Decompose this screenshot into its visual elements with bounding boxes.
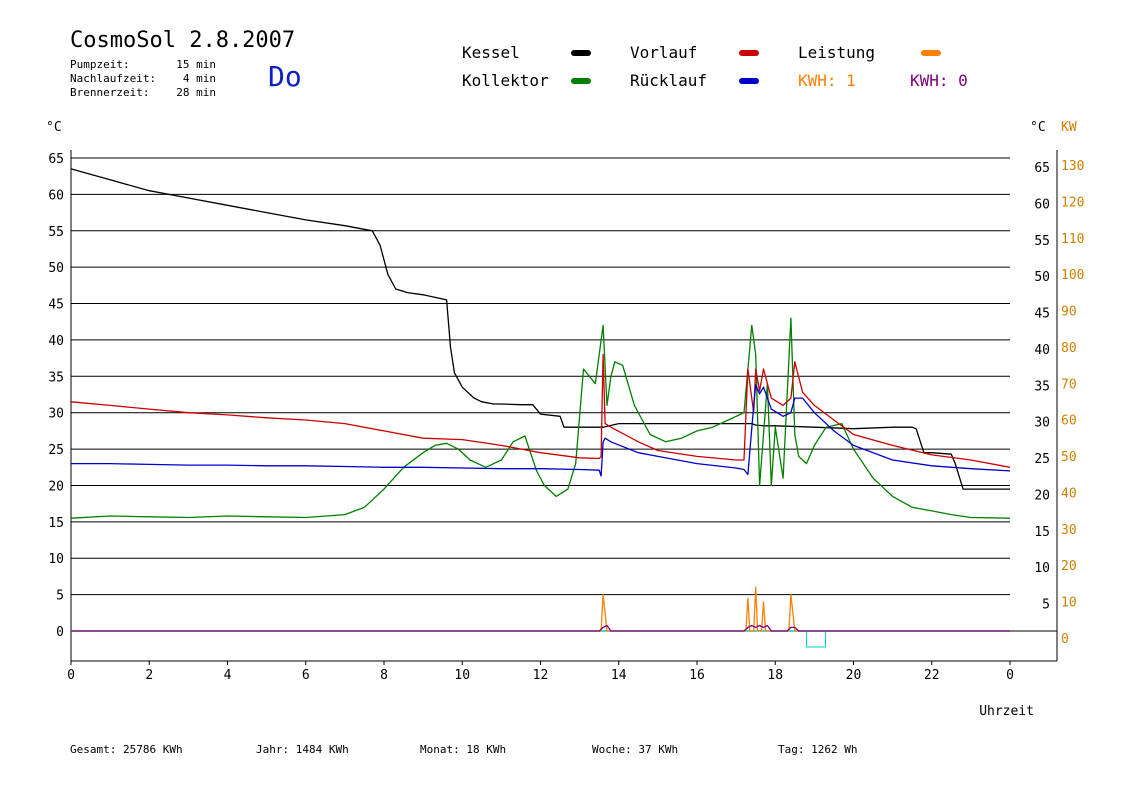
x-tick-label: 18 [767,668,783,683]
left-axis-unit: °C [46,120,62,135]
y2-tick-label-c: 10 [1034,561,1050,576]
y2-tick-label-kw: 90 [1061,305,1077,320]
legend-kwh1: KWH: 1 [798,71,856,90]
footer-jahr: Jahr: 1484 KWh [256,743,349,756]
legend-leistung-swatch [921,50,941,56]
legend-leistung: Leistung [798,43,876,62]
series-line-kollektor [70,317,1011,519]
time-marker [806,630,827,648]
info-nachlaufzeit: Nachlaufzeit: 4 min [70,72,216,85]
series-line-r-cklauf [71,384,1011,477]
y2-tick-label-c: 20 [1034,488,1050,503]
legend-kessel-swatch [571,50,591,56]
x-tick-label: 4 [224,668,232,683]
series-line-vorlauf [70,353,1011,468]
y2-tick-label-c: 55 [1034,234,1050,249]
legend-vorlauf: Vorlauf [630,43,698,62]
x-tick-label: 22 [924,668,940,683]
y-tick-label: 25 [48,443,64,458]
x-tick-label: 10 [454,668,470,683]
legend-kollektor-swatch [571,78,591,84]
y-tick-label: 45 [48,298,64,313]
y2-tick-label-c: 25 [1034,452,1050,467]
y-tick-label: 35 [48,370,64,385]
series-line-kessel [70,168,1010,490]
info-pumpzeit: Pumpzeit: 15 min [70,58,216,71]
y2-tick-label-c: 30 [1034,416,1050,431]
y-tick-label: 65 [48,152,64,167]
weekday-label: Do [268,60,302,93]
y2-tick-label-kw: 40 [1061,486,1077,501]
y2-tick-label-kw: 110 [1061,232,1084,247]
y2-tick-label-kw: 60 [1061,414,1077,429]
y-tick-label: 15 [48,516,64,531]
right-axis-unit-kw: KW [1061,120,1077,135]
legend-vorlauf-swatch [739,50,759,56]
y2-tick-label-kw: 130 [1061,159,1084,174]
y2-tick-label-c: 60 [1034,197,1050,212]
y-tick-label: 50 [48,261,64,276]
y2-tick-label-c: 5 [1042,598,1050,613]
x-tick-label: 2 [145,668,153,683]
y2-tick-label-c: 15 [1034,525,1050,540]
series-line-kwh-0 [71,624,1010,632]
footer-gesamt: Gesamt: 25786 KWh [70,743,183,756]
y2-tick-label-c: 65 [1034,161,1050,176]
y-tick-label: 5 [56,589,64,604]
y-tick-label: 40 [48,334,64,349]
y2-tick-label-kw: 20 [1061,559,1077,574]
right-axis-unit-c: °C [1030,120,1046,135]
y2-tick-label-c: 35 [1034,379,1050,394]
x-axis-label: Uhrzeit [979,704,1034,719]
y-tick-label: 0 [56,625,64,640]
y-tick-label: 60 [48,188,64,203]
y2-tick-label-kw: 10 [1061,596,1077,611]
y2-tick-label-c: 45 [1034,307,1050,322]
x-tick-label: 6 [302,668,310,683]
y-tick-label: 10 [48,552,64,567]
y2-tick-label-kw: 70 [1061,377,1077,392]
x-tick-label: 20 [846,668,862,683]
y2-tick-label-kw: 30 [1061,523,1077,538]
x-tick-label: 0 [67,668,75,683]
x-tick-label: 16 [689,668,705,683]
legend-kollektor: Kollektor [462,71,549,90]
y2-tick-label-kw: 80 [1061,341,1077,356]
y2-tick-label-c: 50 [1034,270,1050,285]
legend-ruecklauf: Rücklauf [630,71,708,90]
y2-tick-label-kw: 0 [1061,632,1069,647]
y2-tick-label-kw: 120 [1061,195,1084,210]
x-tick-label: 8 [380,668,388,683]
x-tick-label: 12 [533,668,549,683]
y-tick-label: 55 [48,225,64,240]
y-tick-label: 30 [48,407,64,422]
y-tick-label: 20 [48,479,64,494]
x-tick-label: 14 [611,668,627,683]
legend-kessel: Kessel [462,43,520,62]
series-line-leistung [71,586,1010,632]
y2-tick-label-kw: 50 [1061,450,1077,465]
legend-ruecklauf-swatch [739,78,759,84]
info-brennerzeit: Brennerzeit: 28 min [70,86,216,99]
footer-tag: Tag: 1262 Wh [778,743,858,756]
y2-tick-label-c: 40 [1034,343,1050,358]
footer-monat: Monat: 18 KWh [420,743,507,756]
legend-kwh0: KWH: 0 [910,71,968,90]
footer-woche: Woche: 37 KWh [592,743,679,756]
x-tick-label: 0 [1006,668,1014,683]
chart-title: CosmoSol 2.8.2007 [70,28,296,53]
y2-tick-label-kw: 100 [1061,268,1084,283]
